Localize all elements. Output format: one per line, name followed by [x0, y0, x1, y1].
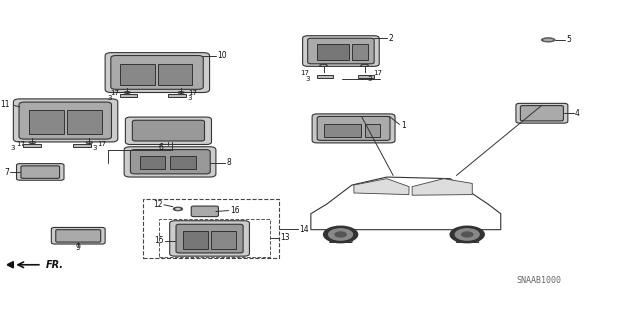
FancyBboxPatch shape: [170, 221, 250, 256]
Text: 16: 16: [230, 206, 239, 215]
Text: 3: 3: [108, 95, 112, 101]
Text: 3: 3: [11, 145, 15, 151]
Text: 12: 12: [153, 200, 163, 209]
Ellipse shape: [541, 38, 555, 42]
FancyBboxPatch shape: [308, 38, 374, 64]
FancyBboxPatch shape: [317, 116, 390, 140]
Text: 17: 17: [111, 90, 120, 96]
Bar: [120, 94, 138, 97]
Text: 3: 3: [368, 76, 372, 82]
Bar: [183, 231, 208, 249]
Bar: [170, 156, 196, 169]
Polygon shape: [7, 262, 13, 268]
Bar: [143, 199, 279, 258]
Circle shape: [334, 231, 347, 238]
Bar: [74, 144, 92, 147]
FancyBboxPatch shape: [17, 164, 64, 180]
Text: 3: 3: [188, 95, 192, 101]
Text: 17: 17: [97, 141, 106, 146]
Text: 15: 15: [154, 236, 164, 245]
Text: 8: 8: [227, 158, 232, 167]
Bar: [358, 75, 374, 78]
Bar: [352, 44, 368, 60]
Text: 17: 17: [301, 70, 310, 76]
Text: 4: 4: [575, 109, 580, 118]
FancyBboxPatch shape: [132, 120, 205, 141]
Text: 6: 6: [159, 143, 164, 152]
FancyBboxPatch shape: [312, 114, 395, 143]
FancyBboxPatch shape: [191, 206, 218, 217]
Polygon shape: [354, 179, 409, 195]
Bar: [211, 231, 236, 249]
Circle shape: [461, 231, 474, 238]
Bar: [323, 124, 362, 137]
Circle shape: [454, 228, 480, 241]
Bar: [140, 156, 165, 169]
FancyBboxPatch shape: [19, 102, 111, 139]
Bar: [157, 64, 193, 85]
FancyBboxPatch shape: [520, 106, 563, 121]
Circle shape: [323, 226, 358, 243]
Bar: [159, 219, 269, 257]
Text: 9: 9: [76, 243, 80, 252]
Bar: [317, 75, 333, 78]
Text: 17: 17: [189, 90, 198, 96]
Text: 1: 1: [401, 121, 406, 130]
Text: 3: 3: [305, 76, 310, 82]
Bar: [23, 144, 40, 147]
Text: 17: 17: [373, 70, 382, 76]
FancyBboxPatch shape: [111, 56, 204, 89]
Bar: [120, 64, 154, 85]
Text: 14: 14: [300, 225, 309, 234]
Text: 7: 7: [4, 168, 9, 177]
Text: 17: 17: [16, 141, 25, 146]
Bar: [67, 110, 102, 134]
FancyBboxPatch shape: [131, 150, 210, 174]
Circle shape: [449, 226, 485, 243]
Ellipse shape: [543, 39, 554, 41]
FancyBboxPatch shape: [105, 53, 209, 93]
Ellipse shape: [173, 207, 182, 211]
FancyBboxPatch shape: [516, 103, 568, 123]
Text: FR.: FR.: [46, 260, 64, 270]
Text: 5: 5: [566, 35, 572, 44]
FancyBboxPatch shape: [21, 166, 60, 178]
Circle shape: [328, 228, 353, 241]
Text: 10: 10: [217, 51, 227, 60]
FancyBboxPatch shape: [56, 230, 100, 242]
Text: 3: 3: [92, 145, 97, 151]
Polygon shape: [412, 179, 472, 195]
FancyBboxPatch shape: [125, 117, 211, 145]
FancyBboxPatch shape: [124, 147, 216, 177]
Text: SNAAB1000: SNAAB1000: [516, 276, 561, 285]
Bar: [365, 124, 380, 137]
FancyBboxPatch shape: [176, 224, 243, 253]
FancyBboxPatch shape: [51, 227, 105, 244]
Text: 11: 11: [1, 100, 10, 109]
Ellipse shape: [175, 208, 180, 210]
Bar: [168, 94, 186, 97]
Bar: [29, 110, 64, 134]
FancyBboxPatch shape: [303, 36, 380, 66]
FancyBboxPatch shape: [13, 99, 118, 142]
Polygon shape: [311, 177, 500, 242]
Text: 13: 13: [280, 233, 290, 242]
Bar: [317, 44, 349, 60]
Text: 2: 2: [388, 34, 393, 43]
